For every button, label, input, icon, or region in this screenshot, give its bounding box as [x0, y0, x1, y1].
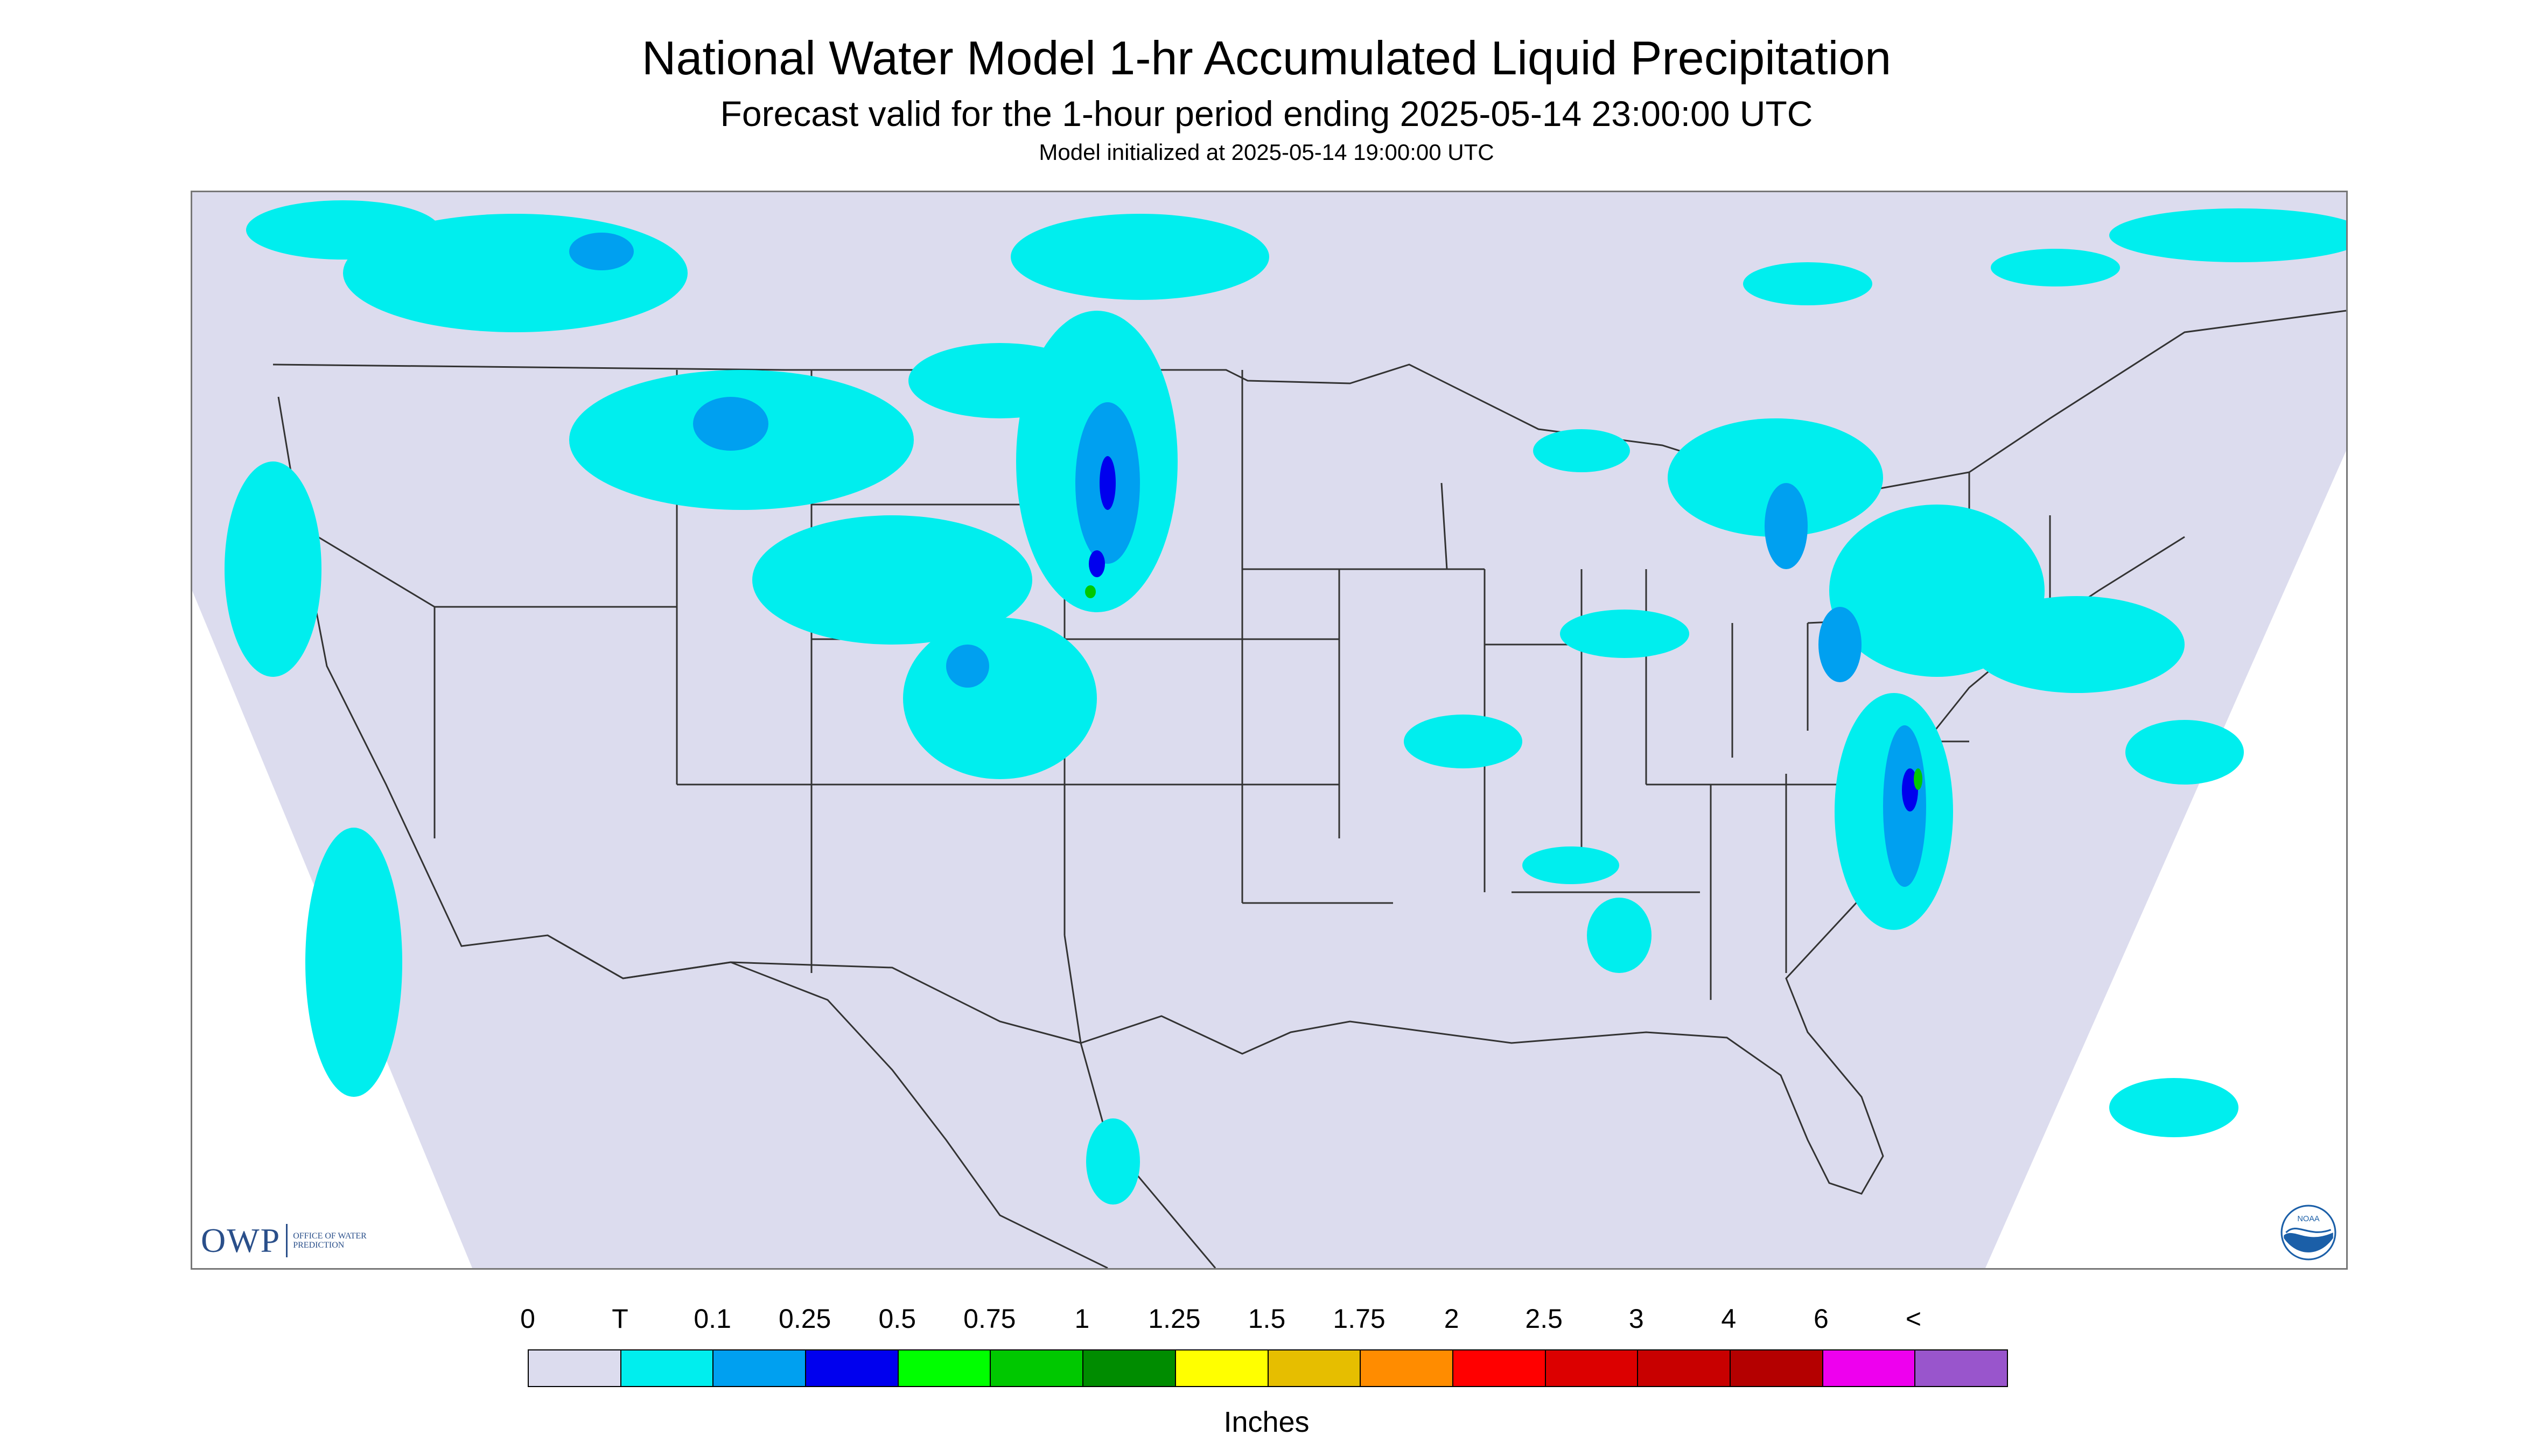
- legend-swatch: [898, 1350, 991, 1386]
- legend-tick-label: 0.75: [963, 1304, 1016, 1334]
- owp-logo: OWP OFFICE OF WATER PREDICTION: [201, 1221, 374, 1259]
- legend-swatch: [621, 1350, 714, 1386]
- legend-tick-label: 2: [1444, 1304, 1459, 1334]
- legend-swatch: [529, 1350, 621, 1386]
- legend-swatch: [1083, 1350, 1176, 1386]
- legend-color-bar: [528, 1349, 2008, 1387]
- legend-swatch: [1545, 1350, 1639, 1386]
- legend-swatch: [713, 1350, 807, 1386]
- map-canvas: [192, 192, 2346, 1268]
- noaa-logo: NOAA: [2280, 1205, 2336, 1261]
- legend-tick-label: 0.25: [779, 1304, 831, 1334]
- legend-swatch: [991, 1350, 1084, 1386]
- legend-units-label: Inches: [1223, 1406, 1310, 1438]
- chart-title: National Water Model 1-hr Accumulated Li…: [641, 31, 1892, 85]
- noaa-logo-text: NOAA: [2297, 1215, 2320, 1223]
- model-init-label: Model initialized at 2025-05-14 19:00:00…: [1039, 139, 1494, 165]
- legend-swatch: [1453, 1350, 1546, 1386]
- legend-swatch: [1175, 1350, 1269, 1386]
- legend-tick-label: 1.25: [1148, 1304, 1201, 1334]
- legend-tick-label: 1.5: [1248, 1304, 1286, 1334]
- legend-tick-label: 0.1: [694, 1304, 731, 1334]
- outside-domain-right: [1985, 451, 2346, 1268]
- legend-tick-label: 0: [520, 1304, 535, 1334]
- legend-tick-label: 3: [1628, 1304, 1644, 1334]
- chart-subtitle: Forecast valid for the 1-hour period end…: [720, 94, 1813, 134]
- legend-tick-label: T: [612, 1304, 628, 1334]
- legend-tick-label: 1: [1074, 1304, 1090, 1334]
- legend-swatch: [1268, 1350, 1361, 1386]
- legend-swatch: [1730, 1350, 1823, 1386]
- legend-tick-label: 0.5: [878, 1304, 916, 1334]
- legend-labels: 0 T 0.1 0.25 0.5 0.75 1 1.25 1.5 1.75 2 2.5 3 4 6 <: [0, 1303, 2533, 1341]
- legend-swatch: [806, 1350, 899, 1386]
- precip-green: [1085, 585, 1922, 790]
- owp-logo-subtext: OFFICE OF WATER PREDICTION: [293, 1231, 367, 1250]
- model-domain: [192, 192, 2346, 1268]
- precipitation-map: OWP OFFICE OF WATER PREDICTION NOAA: [191, 191, 2348, 1270]
- legend-swatch: [1823, 1350, 1916, 1386]
- legend-swatch: [1915, 1350, 2007, 1386]
- owp-logo-text: OWP: [201, 1221, 281, 1259]
- legend-swatch: [1638, 1350, 1731, 1386]
- legend-tick-label: 2.5: [1525, 1304, 1563, 1334]
- legend-tick-label: <: [1905, 1304, 1922, 1334]
- legend-swatch: [1361, 1350, 1453, 1386]
- legend-tick-label: 4: [1721, 1304, 1737, 1334]
- legend-tick-label: 1.75: [1333, 1304, 1386, 1334]
- owp-logo-divider: [286, 1224, 288, 1257]
- legend-tick-label: 6: [1813, 1304, 1829, 1334]
